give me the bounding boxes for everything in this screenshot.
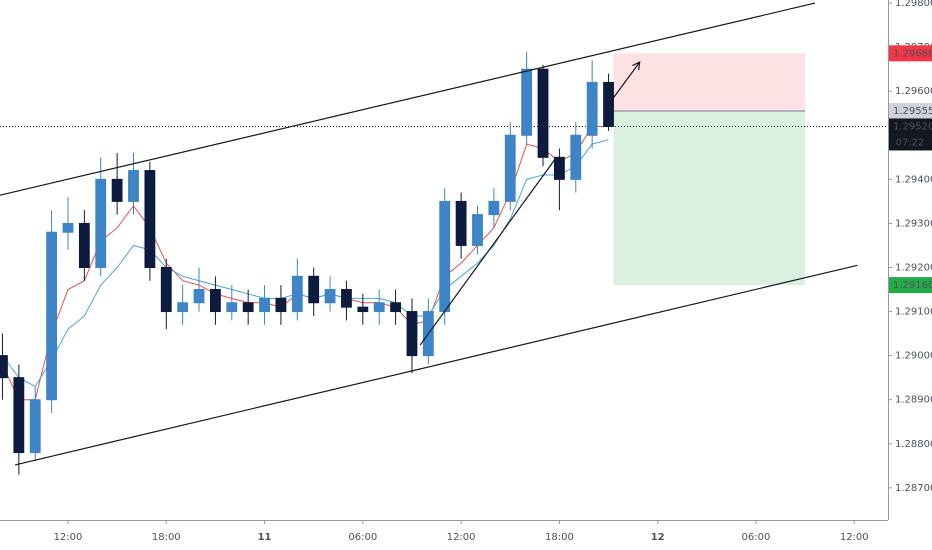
- y-tick-label: 1.29800: [895, 0, 932, 9]
- candle-body: [259, 297, 270, 313]
- candle-body: [341, 289, 352, 308]
- countdown-box: [889, 134, 932, 151]
- x-tick-label: 11: [258, 532, 272, 543]
- candle-body: [111, 178, 123, 202]
- candle-body: [406, 311, 418, 357]
- candle-body: [570, 134, 582, 180]
- candle-body: [521, 68, 533, 136]
- candle-body: [209, 289, 221, 313]
- candle-body: [488, 200, 500, 216]
- y-tick-label: 1.28900: [895, 395, 932, 406]
- candle-body: [275, 297, 287, 313]
- candle-body: [472, 214, 483, 246]
- candle-body: [62, 222, 74, 233]
- trend-line: [14, 264, 858, 466]
- y-tick-label: 1.29200: [895, 262, 932, 273]
- target-zone: [613, 111, 806, 286]
- candle-body: [0, 355, 8, 379]
- price-label-box: [889, 277, 932, 294]
- candle-body: [308, 275, 320, 304]
- candle-body: [357, 306, 369, 313]
- y-tick-label: 1.29300: [895, 218, 932, 229]
- stop-zone: [613, 53, 806, 112]
- candle-body: [390, 302, 402, 313]
- arrow-head: [632, 61, 641, 71]
- candle-body: [586, 81, 598, 136]
- candle-body: [226, 302, 238, 313]
- price-label-box: [889, 118, 932, 135]
- candle-body: [46, 231, 58, 401]
- trend-line: [419, 159, 555, 346]
- y-tick-label: 1.29600: [895, 86, 932, 97]
- x-tick-label: 12:00: [840, 532, 869, 543]
- y-tick-label: 1.29000: [895, 351, 932, 362]
- price-label: 1.29555: [893, 106, 932, 117]
- price-label: 1.29520: [893, 121, 932, 132]
- x-tick-label: 18:00: [152, 532, 181, 543]
- x-tick-label: 18:00: [545, 532, 574, 543]
- price-label-box: [889, 45, 932, 62]
- candle-body: [29, 399, 41, 454]
- candle-body: [504, 134, 516, 202]
- candle-body: [603, 81, 614, 127]
- candle-body: [242, 302, 254, 313]
- candle-body: [455, 200, 467, 246]
- candle-body: [291, 275, 303, 313]
- x-tick-label: 06:00: [742, 532, 771, 543]
- x-tick-label: 12:00: [447, 532, 476, 543]
- trend-line: [0, 2, 816, 196]
- candle-body: [128, 170, 139, 202]
- candle-body: [13, 377, 25, 454]
- candle-body: [144, 170, 156, 268]
- countdown: 07:22: [896, 137, 925, 148]
- y-tick-label: 1.28700: [895, 483, 932, 494]
- candle-body: [95, 178, 107, 268]
- candle-body: [373, 302, 385, 313]
- x-tick-label: 06:00: [348, 532, 377, 543]
- x-tick-label: 12: [651, 532, 665, 543]
- y-tick-label: 1.29100: [895, 307, 932, 318]
- price-label-box: [889, 103, 932, 120]
- candle-body: [78, 222, 90, 268]
- y-tick-label: 1.29400: [895, 174, 932, 185]
- candle-body: [553, 156, 565, 180]
- trend-line: [611, 61, 641, 101]
- candle-body: [193, 289, 205, 304]
- candle-body: [324, 289, 336, 304]
- x-tick-label: 12:00: [54, 532, 83, 543]
- y-tick-label: 1.28800: [895, 439, 932, 450]
- candle-body: [537, 68, 549, 158]
- candle-body: [439, 200, 451, 313]
- candle-body: [160, 266, 172, 313]
- price-label: 1.29160: [893, 280, 932, 291]
- price-label: 1.29686: [893, 48, 932, 59]
- candle-body: [177, 302, 189, 313]
- moving-average: [2, 139, 609, 388]
